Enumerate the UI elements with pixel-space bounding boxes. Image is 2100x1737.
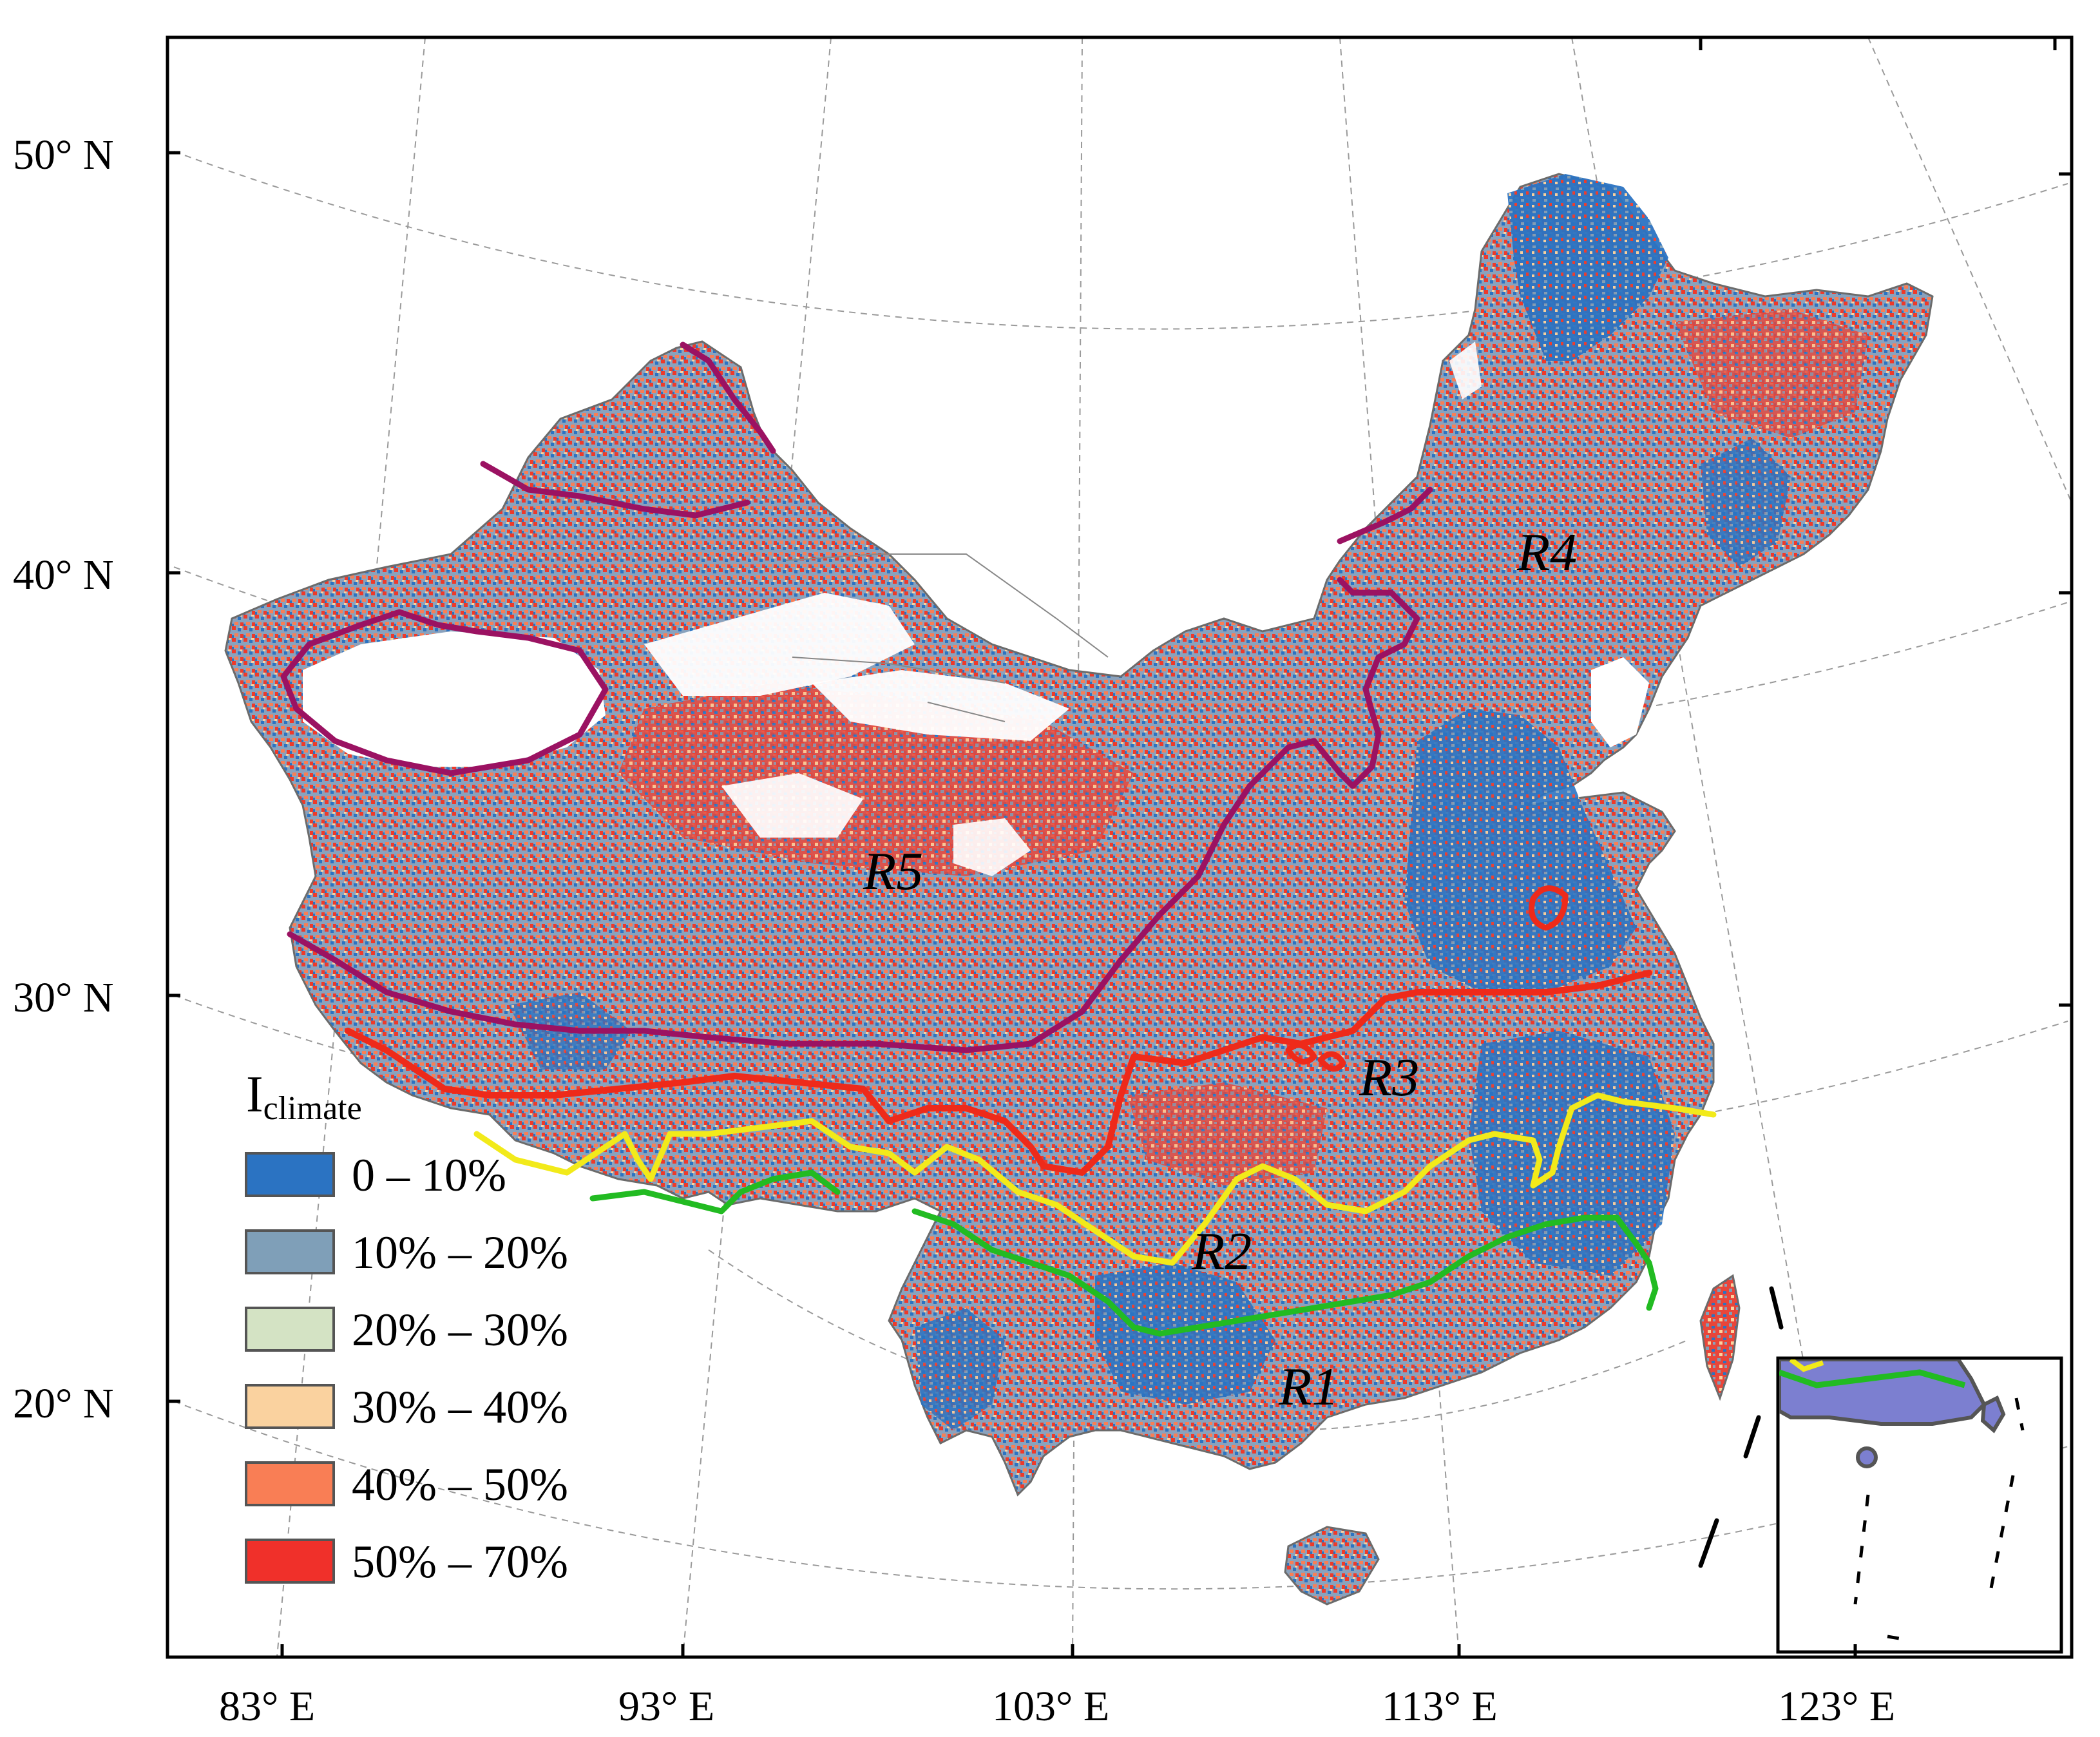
legend: Iclimate 0 – 10% 10% – 20% 20% – 30% 30% – … [245, 1066, 568, 1588]
legend-title: Iclimate [246, 1066, 362, 1127]
boundary-r4-r5 [287, 577, 1420, 1053]
latitude-labels: 50° N 40° N 30° N 20° N [13, 131, 114, 1427]
region-label-r4: R4 [1516, 523, 1577, 582]
boundary-r3 [345, 970, 1652, 1176]
lon-label-103: 103° E [992, 1683, 1109, 1730]
legend-swatch-3 [245, 1384, 335, 1429]
region-labels: R1 R2 R3 R4 R5 [863, 523, 1577, 1417]
boundary-altai [680, 341, 776, 454]
legend-swatch-2 [245, 1307, 335, 1352]
lon-label-123: 123° E [1778, 1683, 1895, 1730]
legend-swatch-1 [245, 1229, 335, 1274]
boundary-tarim [280, 609, 609, 776]
legend-label-3: 30% – 40% [352, 1381, 568, 1433]
axis-ticks [167, 37, 2072, 1657]
region-boundaries [280, 341, 1717, 1337]
lon-label-113: 113° E [1382, 1683, 1498, 1730]
boundary-r1-r2 [589, 1169, 1659, 1337]
boundary-r2-r3 [473, 1092, 1717, 1266]
region-label-r5: R5 [863, 841, 923, 901]
nine-dash-line [1698, 1286, 1784, 1568]
china-landmass [224, 173, 1934, 1606]
lat-label-30: 30° N [13, 974, 114, 1021]
south-china-sea-inset [1776, 1356, 2063, 1654]
legend-swatch-0 [245, 1152, 335, 1197]
region-label-r1: R1 [1278, 1357, 1339, 1417]
map-frame [166, 35, 2074, 1659]
legend-swatch-5 [245, 1539, 335, 1584]
lat-label-20: 20° N [13, 1380, 114, 1427]
region-label-r2: R2 [1191, 1222, 1252, 1281]
lat-label-40: 40° N [13, 552, 114, 599]
legend-label-0: 0 – 10% [352, 1149, 506, 1201]
legend-label-2: 20% – 30% [352, 1304, 568, 1356]
longitude-labels: 83° E 93° E 103° E 113° E 123° E [219, 1683, 1895, 1730]
lon-label-93: 93° E [618, 1683, 714, 1730]
region-label-r3: R3 [1359, 1048, 1419, 1108]
lon-label-83: 83° E [219, 1683, 315, 1730]
legend-label-5: 50% – 70% [352, 1536, 568, 1588]
lat-label-50: 50° N [13, 131, 114, 178]
legend-label-4: 40% – 50% [352, 1459, 568, 1510]
legend-label-1: 10% – 20% [352, 1227, 568, 1278]
legend-swatch-4 [245, 1461, 335, 1506]
boundary-dzungaria [480, 461, 750, 519]
